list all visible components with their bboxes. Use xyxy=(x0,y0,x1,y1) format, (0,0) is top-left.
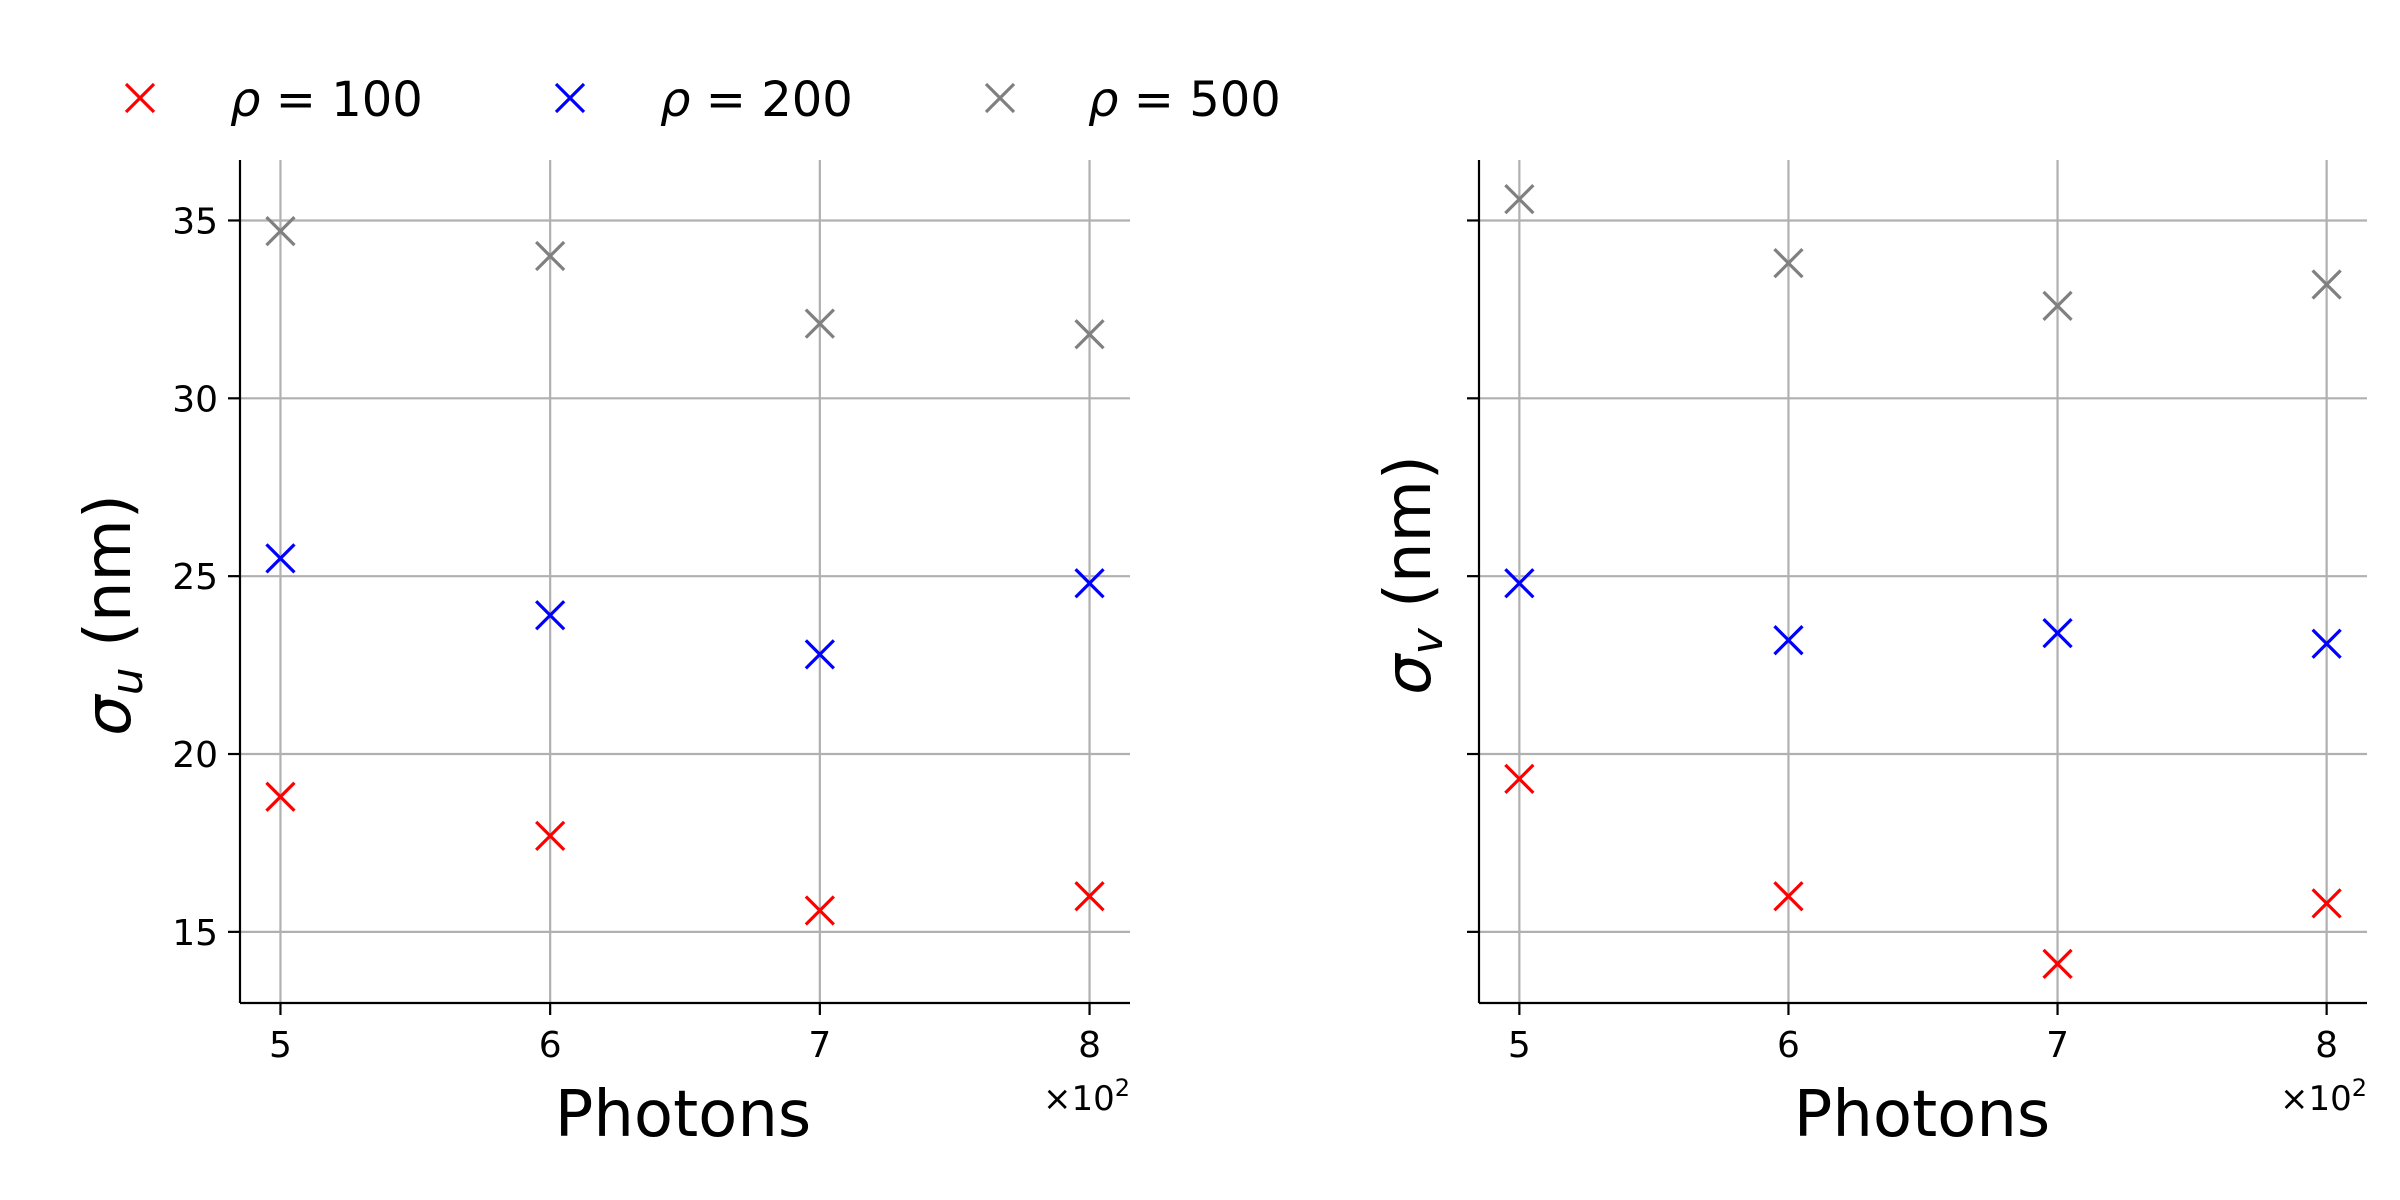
data-point-x-marker xyxy=(2311,269,2342,300)
data-point-x-marker xyxy=(2311,628,2342,659)
data-point-x-marker xyxy=(1074,319,1105,350)
legend: ρ = 100 ρ = 200 ρ = 500 xyxy=(124,72,1281,128)
data-point-x-marker xyxy=(265,216,296,247)
data-points xyxy=(1504,183,2342,980)
x-axis-label: Photons xyxy=(555,1078,811,1152)
legend-entry: ρ = 100 xyxy=(124,72,423,128)
x-axis-label: Photons xyxy=(1794,1078,2050,1152)
y-tick-label: 35 xyxy=(172,201,218,242)
y-tick-label: 30 xyxy=(172,379,218,420)
tick-labels: 5 6 7 8 15 20 25 30 35 xyxy=(172,201,1101,1066)
data-point-x-marker xyxy=(1074,881,1105,912)
x-tick-label: 7 xyxy=(2046,1025,2069,1066)
x-tick-label: 7 xyxy=(808,1025,831,1066)
data-point-x-marker xyxy=(804,639,835,670)
data-point-x-marker xyxy=(1773,625,1804,656)
data-point-x-marker xyxy=(2042,948,2073,980)
data-point-x-marker xyxy=(1504,568,1535,599)
x-offset-text: ×102 xyxy=(2280,1074,2367,1119)
data-point-x-marker xyxy=(2042,617,2073,649)
legend-label: ρ = 100 xyxy=(230,72,423,128)
data-point-x-marker xyxy=(1773,248,1804,279)
legend-marker-x xyxy=(984,82,1016,114)
y-tick-label: 15 xyxy=(172,913,218,954)
data-point-x-marker xyxy=(1504,183,1535,215)
grid xyxy=(240,160,1130,1003)
right-plot: 5 6 7 8 Photons ×102 σv (nm) xyxy=(1372,160,2367,1152)
data-point-x-marker xyxy=(1504,763,1535,795)
data-point-x-marker xyxy=(804,895,835,926)
legend-marker-x xyxy=(124,82,156,114)
x-tick-label: 8 xyxy=(1078,1025,1101,1066)
grid xyxy=(1479,160,2367,1003)
data-point-x-marker xyxy=(535,820,566,851)
legend-label: ρ = 200 xyxy=(660,72,853,128)
data-point-x-marker xyxy=(1773,881,1804,912)
y-axis-label: σv (nm) xyxy=(1372,455,1453,695)
x-tick-label: 8 xyxy=(2315,1025,2338,1066)
data-point-x-marker xyxy=(1074,568,1105,599)
y-tick-label: 25 xyxy=(172,557,218,598)
data-point-x-marker xyxy=(535,600,566,631)
data-point-x-marker xyxy=(265,543,296,574)
data-point-x-marker xyxy=(265,781,296,812)
y-tick-label: 20 xyxy=(172,735,218,776)
legend-label: ρ = 500 xyxy=(1088,72,1281,128)
x-tick-label: 6 xyxy=(539,1025,562,1066)
data-points xyxy=(265,216,1105,926)
axes xyxy=(228,160,1130,1015)
x-tick-label: 5 xyxy=(1508,1025,1531,1066)
left-plot: 5 6 7 8 15 20 25 30 35 Photons ×102 σu (nm) xyxy=(72,160,1130,1152)
legend-entry: ρ = 200 xyxy=(554,72,853,128)
x-tick-label: 6 xyxy=(1777,1025,1800,1066)
data-point-x-marker xyxy=(535,240,566,272)
data-point-x-marker xyxy=(2311,888,2342,919)
legend-marker-x xyxy=(554,82,586,114)
legend-entry: ρ = 500 xyxy=(984,72,1281,128)
axes xyxy=(1467,160,2367,1015)
data-point-x-marker xyxy=(2042,290,2073,321)
y-axis-label: σu (nm) xyxy=(72,494,153,736)
x-offset-text: ×102 xyxy=(1043,1074,1130,1119)
tick-labels: 5 6 7 8 xyxy=(1508,1025,2338,1066)
data-point-x-marker xyxy=(804,308,835,339)
x-tick-label: 5 xyxy=(269,1025,292,1066)
